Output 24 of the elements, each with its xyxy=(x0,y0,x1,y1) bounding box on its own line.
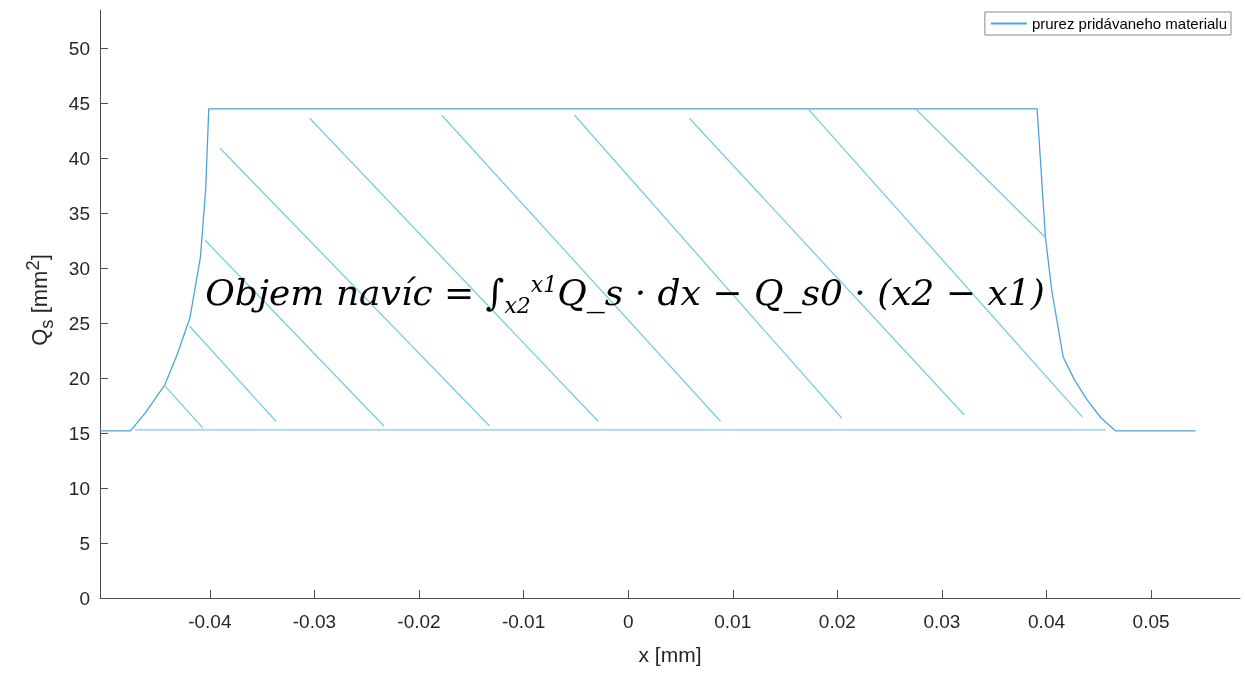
y-tick-label: 15 xyxy=(68,422,90,444)
y-tick-label: 50 xyxy=(68,37,90,59)
x-tick-label: -0.02 xyxy=(397,611,441,632)
legend-label: prurez pridávaneho materialu xyxy=(1031,15,1228,32)
x-tick-label: 0.01 xyxy=(714,611,752,632)
y-tick-label: 45 xyxy=(68,92,90,114)
y-tick-label: 5 xyxy=(79,532,90,554)
y-tick-label: 10 xyxy=(68,477,90,499)
y-tick-label: 30 xyxy=(68,257,90,279)
y-tick-label: 20 xyxy=(68,367,90,389)
x-tick-label: 0.03 xyxy=(923,611,961,632)
x-tick-label: 0.02 xyxy=(818,611,856,632)
y-tick-label: 25 xyxy=(68,312,90,334)
x-tick-label: -0.04 xyxy=(188,611,232,632)
x-axis-title: x [mm] xyxy=(638,643,702,666)
x-tick-label: -0.01 xyxy=(501,611,546,632)
y-tick-label: 35 xyxy=(68,202,90,224)
x-tick-label: 0.04 xyxy=(1028,611,1066,632)
y-tick-label: 0 xyxy=(79,587,90,609)
x-tick-label: 0 xyxy=(622,611,634,632)
x-tick-label: 0.05 xyxy=(1132,611,1170,632)
annotation: Objem navíc = ∫$_{x2}$$^{x1}$Q_s · dx − Q_s0 · (x2 − x1) xyxy=(205,271,1045,319)
x-tick-label: -0.03 xyxy=(292,611,337,632)
y-tick-label: 40 xyxy=(68,147,90,169)
